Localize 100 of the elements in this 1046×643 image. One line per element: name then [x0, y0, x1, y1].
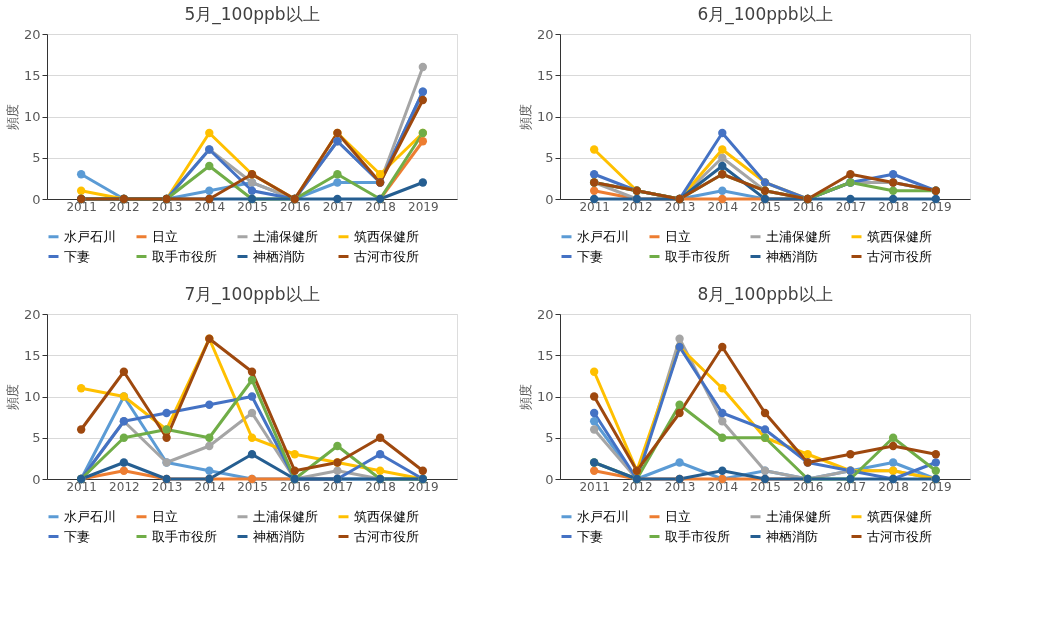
x-tick-label: 2016 [792, 479, 824, 494]
point [675, 408, 684, 418]
legend-label: 神栖消防 [766, 248, 818, 264]
point [205, 466, 214, 475]
point [418, 137, 428, 146]
legend-label: 土浦保健所 [253, 508, 318, 524]
point [247, 186, 257, 195]
point [589, 186, 599, 195]
legend-label: 取手市役所 [152, 248, 217, 264]
x-tick-label: 2019 [408, 199, 439, 214]
x-tick-label: 2011 [66, 199, 97, 214]
point [119, 458, 129, 467]
point [76, 425, 86, 434]
point [931, 466, 941, 475]
x-tick-label: 2016 [279, 479, 311, 494]
y-tick-label: 15 [536, 67, 554, 83]
y-tick-label: 20 [23, 26, 41, 42]
legend-label: 筑西保健所 [867, 508, 932, 524]
point [888, 433, 898, 442]
chart-title: 6月_100ppb以上 [697, 4, 833, 25]
point [119, 367, 129, 376]
point [375, 170, 385, 179]
point [718, 186, 727, 195]
point [589, 392, 599, 401]
point [76, 186, 86, 195]
point [846, 450, 855, 459]
y-tick-label: 15 [23, 67, 41, 83]
point [718, 466, 727, 475]
x-tick-label: 2014 [707, 199, 739, 214]
y-tick-label: 10 [23, 389, 41, 404]
point [205, 400, 214, 409]
legend-label: 日立 [665, 508, 691, 524]
legend-label: 下妻 [64, 528, 90, 544]
point [718, 408, 727, 418]
y-tick-label: 5 [32, 430, 41, 446]
x-tick-label: 2015 [750, 199, 781, 214]
point [888, 458, 898, 467]
point [375, 433, 385, 442]
point [589, 170, 599, 179]
x-tick-label: 2012 [109, 479, 140, 494]
chart-title: 5月_100ppb以上 [184, 4, 320, 25]
legend-label: 取手市役所 [665, 248, 730, 264]
point [418, 95, 428, 105]
legend-label: 取手市役所 [152, 528, 217, 544]
point [333, 170, 342, 179]
legend-label: 古河市役所 [354, 528, 419, 544]
x-tick-label: 2015 [750, 479, 781, 494]
point [675, 400, 684, 409]
x-tick-label: 2013 [664, 199, 696, 214]
point [205, 433, 214, 442]
legend-label: 下妻 [577, 528, 603, 544]
point [675, 458, 684, 467]
point [718, 433, 727, 442]
point [205, 161, 214, 171]
legend-label: 取手市役所 [665, 528, 730, 544]
point [247, 375, 257, 385]
x-tick-label: 2012 [622, 479, 653, 494]
legend-label: 古河市役所 [354, 248, 419, 264]
y-tick-label: 15 [536, 347, 554, 363]
point [418, 62, 428, 72]
point [247, 392, 257, 401]
point [718, 145, 727, 154]
x-tick-label: 2013 [151, 479, 183, 494]
y-tick-label: 5 [545, 430, 554, 446]
legend-label: 土浦保健所 [766, 508, 831, 524]
legend-label: 水戸石川 [577, 228, 629, 244]
x-tick-label: 2017 [835, 199, 867, 214]
x-tick-label: 2011 [579, 479, 610, 494]
legend-label: 水戸石川 [64, 508, 116, 524]
x-tick-label: 2012 [622, 199, 653, 214]
point [375, 466, 385, 475]
point [119, 433, 129, 442]
point [418, 466, 428, 475]
x-tick-label: 2017 [322, 199, 354, 214]
point [718, 342, 727, 352]
point [589, 145, 599, 154]
point [589, 417, 599, 426]
x-tick-label: 2019 [921, 199, 952, 214]
x-tick-label: 2016 [279, 199, 311, 214]
legend-label: 水戸石川 [577, 508, 629, 524]
point [589, 425, 599, 434]
legend-label: 水戸石川 [64, 228, 116, 244]
point [888, 441, 898, 451]
x-tick-label: 2018 [365, 199, 396, 214]
point [760, 408, 770, 418]
point [418, 178, 428, 187]
x-tick-label: 2012 [109, 199, 140, 214]
legend-label: 日立 [152, 508, 178, 524]
legend-label: 古河市役所 [867, 248, 932, 264]
legend-label: 下妻 [577, 248, 603, 264]
point [247, 408, 257, 418]
x-tick-label: 2015 [237, 199, 268, 214]
x-tick-label: 2018 [365, 479, 396, 494]
y-tick-label: 20 [536, 26, 554, 42]
point [589, 466, 599, 475]
point [205, 441, 214, 451]
x-tick-label: 2019 [921, 479, 952, 494]
y-tick-label: 15 [23, 347, 41, 363]
y-tick-label: 5 [545, 150, 554, 166]
y-tick-label: 0 [545, 471, 554, 487]
